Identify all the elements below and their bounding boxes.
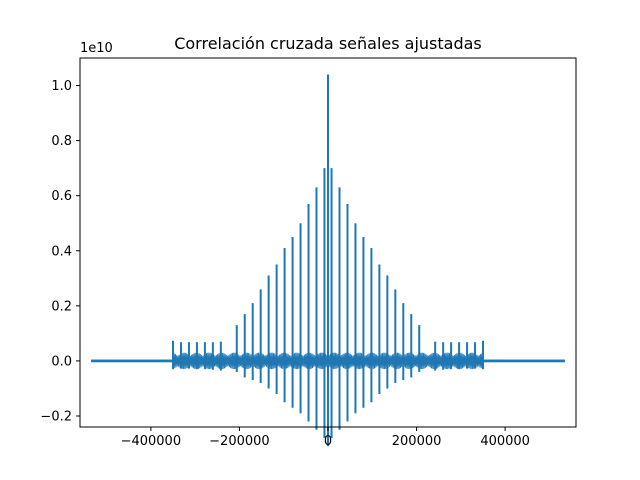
y-tick-label: 1.0 (51, 79, 72, 94)
x-tick-label: −400000 (121, 434, 182, 449)
y-tick-label: 0.4 (51, 244, 72, 259)
y-tick-label: −0.2 (40, 409, 72, 424)
y-axis: −0.2 0.0 0.2 0.4 0.6 0.8 1.0 (40, 79, 80, 424)
y-tick-label: 0.8 (51, 134, 72, 149)
chart-title: Correlación cruzada señales ajustadas (174, 34, 482, 53)
y-tick-label: 0.6 (51, 189, 72, 204)
y-tick-label: 0.2 (51, 299, 72, 314)
x-tick-label: −200000 (209, 434, 270, 449)
x-tick-label: 200000 (392, 434, 442, 449)
x-axis: −400000 −200000 0 200000 400000 (121, 427, 530, 449)
x-tick-label: 0 (324, 434, 332, 449)
plot-area (91, 74, 565, 447)
x-tick-label: 400000 (480, 434, 530, 449)
y-offset-text: 1e10 (80, 41, 113, 56)
y-tick-label: 0.0 (51, 354, 72, 369)
